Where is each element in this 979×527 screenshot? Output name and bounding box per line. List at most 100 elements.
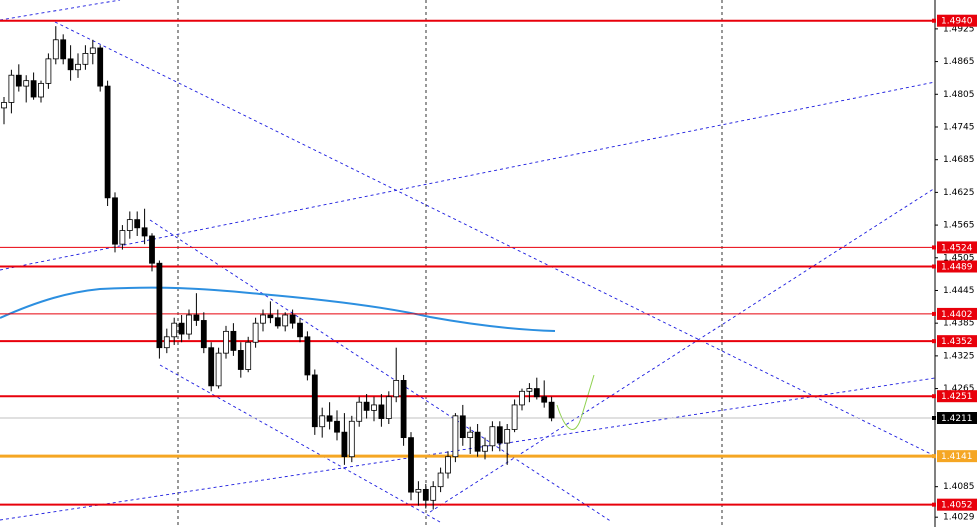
candle-body [519, 390, 525, 406]
candle-body [163, 336, 170, 349]
candle-body [252, 322, 259, 343]
projection-curve [556, 374, 595, 430]
candle-body [223, 330, 229, 354]
candle-body [533, 388, 540, 398]
y-tick-label: 1.4805 [943, 90, 975, 100]
candle-body [215, 352, 222, 387]
price-axis-labels: 1.4925 1.4865 1.4805 1.4745 1.4685 1.4625 1.45… [932, 14, 977, 523]
candle-body [496, 426, 503, 444]
price-label-marker [932, 264, 936, 269]
candle-body [245, 341, 252, 370]
candle-body [274, 317, 281, 327]
y-tick-label: 1.4865 [943, 57, 975, 67]
candle-body [311, 374, 318, 428]
price-label-marker [932, 416, 936, 421]
candle-body [156, 262, 163, 349]
candle-body [282, 314, 289, 327]
candle-body [237, 350, 244, 370]
candle-body [422, 488, 429, 501]
candle-body [489, 426, 496, 447]
candle-body [178, 322, 185, 335]
price-label: 1.4052 [941, 501, 973, 511]
y-tick-label: 1.4029 [943, 513, 975, 523]
candle-body [289, 314, 296, 324]
candle-body [38, 82, 44, 98]
price-label: 1.4141 [941, 452, 973, 462]
candle-body [334, 420, 340, 433]
price-label-box [937, 335, 977, 348]
candle-body [378, 404, 385, 419]
candle-body [208, 347, 215, 387]
candle-body [452, 415, 459, 458]
candle-body [541, 396, 548, 403]
candle-body [230, 330, 237, 351]
price-label: 1.4489 [941, 262, 973, 272]
candle-body [356, 401, 363, 422]
y-tick-label: 1.4925 [943, 24, 975, 34]
candle-body [75, 63, 81, 71]
trend-line [0, 0, 121, 21]
candle-body [45, 58, 52, 84]
price-label-box [937, 412, 977, 425]
candle-body [97, 47, 104, 87]
candle-body [297, 322, 303, 338]
price-label-box [937, 241, 977, 254]
candle-body [467, 431, 474, 439]
candle-body [341, 431, 348, 458]
price-label-box [937, 260, 977, 273]
y-tick-label: 1.4445 [943, 286, 975, 296]
price-label: 1.4352 [941, 337, 973, 347]
price-label: 1.4211 [941, 414, 973, 424]
candle-body [134, 219, 141, 229]
candles [1, 26, 555, 510]
candle-body [8, 74, 15, 103]
candle-body [60, 39, 67, 60]
candle-body [415, 488, 422, 493]
y-tick-label: 1.4265 [943, 384, 975, 394]
trend-line [0, 81, 936, 271]
candle-body [511, 404, 518, 430]
price-label-box [937, 307, 977, 320]
candle-body [474, 431, 481, 452]
y-tick-label: 1.4745 [943, 122, 975, 132]
candle-body [304, 336, 311, 376]
candle-body [149, 235, 155, 264]
candle-body [319, 415, 326, 428]
candle-body [548, 401, 555, 419]
candle-body [385, 396, 392, 419]
candle-body [526, 388, 533, 392]
price-label-marker [932, 502, 936, 507]
candle-body [326, 415, 333, 422]
price-label-box [937, 450, 977, 463]
candle-body [363, 401, 370, 411]
candle-body [482, 445, 488, 452]
price-levels [0, 19, 935, 506]
price-label-marker [932, 394, 936, 399]
price-label-marker [932, 339, 936, 344]
candle-body [400, 379, 407, 439]
candle-body [15, 74, 22, 87]
candle-body [23, 80, 30, 87]
price-label-box [937, 14, 977, 27]
candle-body [141, 227, 148, 237]
y-tick-label: 1.4325 [943, 351, 975, 361]
candle-body [200, 320, 207, 349]
candle-body [119, 230, 126, 245]
candle-body [348, 420, 355, 458]
candle-body [82, 53, 89, 65]
trend-line [54, 21, 936, 457]
y-tick-label: 1.4565 [943, 221, 975, 231]
y-tick-label: 1.4685 [943, 155, 975, 165]
candle-body [126, 219, 133, 231]
trend-line [429, 187, 936, 513]
candle-body [112, 197, 118, 245]
candle-body [171, 322, 178, 338]
candle-body [437, 472, 444, 488]
candle-body [371, 404, 377, 411]
price-label-marker [932, 311, 936, 316]
y-tick-label: 1.4085 [943, 482, 975, 492]
candle-body [67, 58, 74, 71]
candle-body [393, 379, 400, 398]
price-label-box [937, 498, 977, 511]
